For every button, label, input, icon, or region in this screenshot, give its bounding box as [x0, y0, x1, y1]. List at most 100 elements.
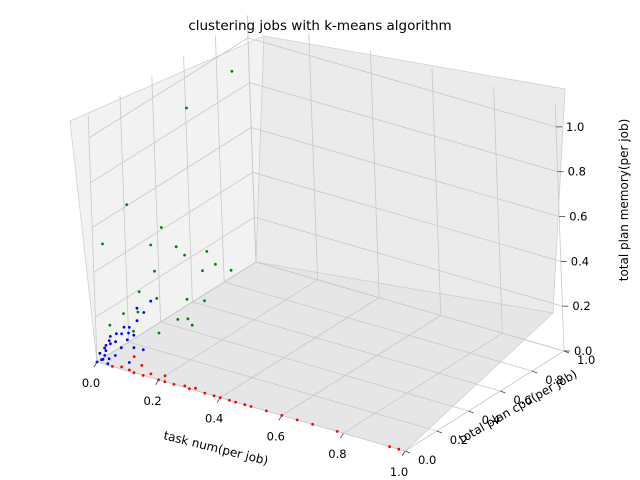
z-tick-label: 1.0 [566, 120, 584, 134]
data-point-series-0 [188, 387, 191, 391]
data-point-series-2 [101, 242, 104, 246]
floor-grid-line [128, 341, 437, 432]
data-point-series-2 [229, 268, 233, 272]
x-tick-mark [216, 397, 221, 403]
chart-title: clustering jobs with k-means algorithm [188, 18, 451, 34]
data-point-series-2 [157, 331, 161, 335]
data-point-series-1 [135, 306, 139, 310]
y-tick-mark [404, 450, 411, 454]
data-point-series-2 [125, 203, 129, 207]
data-point-series-1 [104, 344, 108, 347]
side-grid-line [88, 37, 249, 139]
back-grid-line [554, 104, 565, 352]
y-tick-mark [500, 390, 506, 394]
side-grid-line [183, 55, 193, 303]
tick-labels: 0.00.20.40.60.81.00.00.20.40.60.81.00.00… [82, 120, 595, 479]
data-point-series-0 [243, 403, 247, 407]
data-point-series-2 [176, 318, 180, 321]
data-point-series-0 [149, 372, 153, 376]
data-point-series-1 [101, 357, 105, 361]
floor-grid-line [160, 321, 469, 412]
y-tick-mark [468, 410, 474, 414]
y-tick-mark [532, 370, 538, 374]
data-point-series-1 [135, 319, 139, 323]
data-point-series-0 [132, 371, 136, 375]
side-grid-line [215, 35, 225, 283]
data-point-series-1 [132, 333, 136, 337]
axes-lines [93, 126, 570, 457]
x-tick-mark [155, 379, 159, 386]
z-tick-label: 0.0 [574, 344, 592, 358]
y-tick-mark [436, 430, 442, 434]
floor-grid-line [219, 297, 380, 398]
data-point-series-1 [113, 354, 117, 357]
data-point-series-1 [108, 335, 112, 338]
data-point-series-2 [153, 269, 156, 273]
data-point-series-0 [295, 418, 299, 422]
x-tick-label: 1.0 [390, 465, 408, 479]
data-point-series-2 [185, 106, 188, 110]
data-point-series-1 [114, 340, 117, 344]
data-point-series-0 [140, 364, 144, 367]
y-tick-label: 0.2 [450, 433, 468, 447]
back-grid-line [246, 15, 257, 263]
data-point-series-0 [265, 409, 268, 413]
y-tick-label: 0.4 [482, 413, 500, 427]
floor-grid-line [281, 315, 442, 416]
floor-grid-line [192, 301, 501, 392]
floor-grid-line [224, 281, 533, 372]
data-point-series-0 [163, 380, 167, 383]
x-tick-mark [401, 450, 406, 457]
data-point-series-1 [149, 299, 153, 303]
data-point-series-0 [335, 430, 339, 433]
data-point-series-1 [127, 331, 130, 335]
data-point-series-1 [114, 332, 118, 336]
data-point-series-1 [109, 342, 112, 346]
data-point-series-2 [185, 297, 189, 301]
data-point-series-1 [107, 339, 111, 342]
data-point-series-0 [127, 368, 131, 372]
data-point-series-0 [212, 394, 216, 398]
data-point-series-0 [141, 374, 145, 377]
x-tick-mark [93, 361, 98, 368]
x-tick-mark [340, 432, 344, 439]
y-tick-label: 0.8 [545, 373, 563, 387]
data-point-series-2 [230, 69, 234, 73]
back-grid-line [254, 216, 563, 307]
x-tick-label: 0.2 [143, 394, 161, 408]
data-point-series-1 [120, 332, 123, 336]
data-point-series-2 [155, 297, 159, 300]
back-grid-line [431, 68, 442, 316]
data-point-series-0 [194, 386, 197, 390]
data-point-series-0 [163, 374, 167, 378]
x-tick-label: 0.4 [205, 412, 223, 426]
side-grid-line [95, 216, 255, 318]
data-point-series-2 [190, 323, 194, 327]
z-tick-label: 0.6 [569, 210, 587, 224]
data-point-series-0 [111, 365, 114, 368]
x-tick-label: 0.0 [82, 376, 100, 390]
x-tick-label: 0.6 [267, 429, 285, 443]
data-point-series-2 [132, 329, 135, 333]
side-grid-line [90, 82, 250, 184]
floor-grid-line [158, 279, 318, 381]
data-point-series-0 [120, 365, 123, 369]
data-point-series-2 [205, 250, 209, 253]
back-grid-line [249, 82, 558, 173]
data-point-series-1 [132, 346, 136, 350]
data-point-series-2 [137, 290, 141, 294]
data-point-series-2 [203, 299, 206, 303]
data-point-series-2 [122, 312, 125, 315]
data-point-series-2 [159, 226, 163, 229]
floor-grid-line [343, 332, 503, 434]
back-grid-line [493, 86, 503, 334]
data-point-series-2 [186, 317, 190, 321]
back-grid-line [308, 33, 318, 280]
side-grid-line [91, 127, 252, 228]
y-tick-label: 0.6 [513, 393, 531, 407]
data-point-series-2 [214, 262, 217, 266]
data-point-series-1 [107, 357, 111, 361]
data-point-series-0 [249, 405, 253, 408]
data-point-series-2 [108, 323, 112, 327]
